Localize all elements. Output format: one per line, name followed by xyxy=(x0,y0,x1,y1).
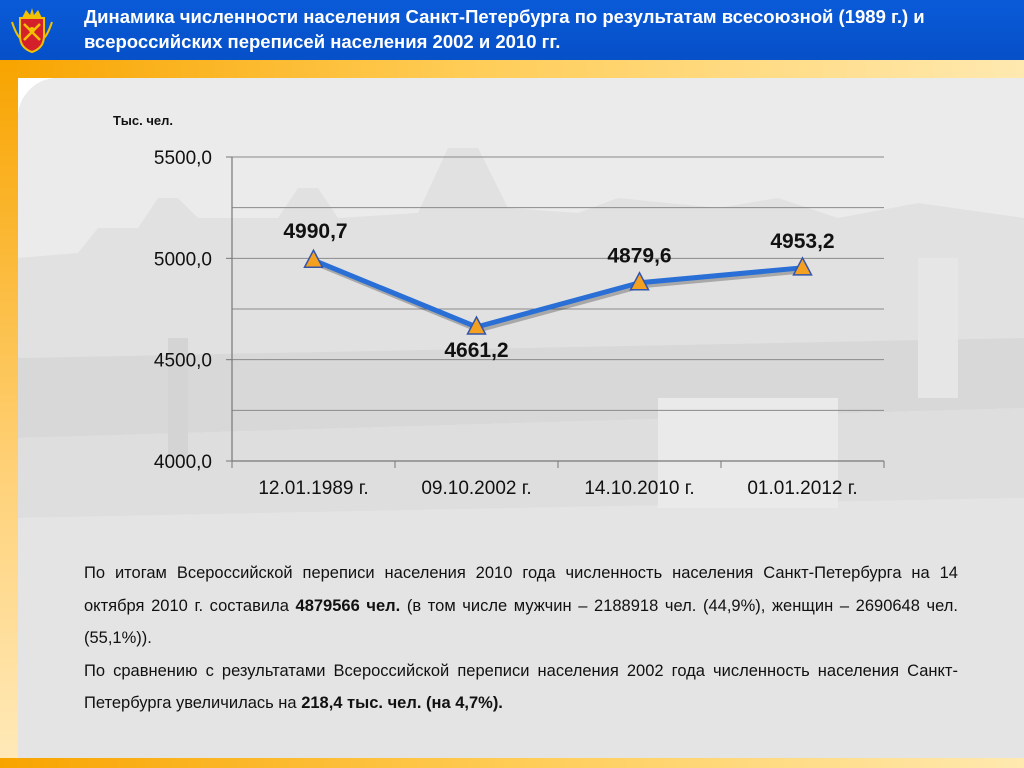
data-label: 4879,6 xyxy=(607,245,671,268)
data-label: 4953,2 xyxy=(770,230,834,253)
paragraph-2: По сравнению с результатами Всероссийско… xyxy=(84,655,958,720)
y-tick-label: 5000,0 xyxy=(154,249,212,270)
paragraph-1-highlight: 4879566 чел. xyxy=(296,597,401,615)
paragraph-2-highlight: 218,4 тыс. чел. (на 4,7%). xyxy=(301,694,503,712)
data-label: 4990,7 xyxy=(283,220,347,243)
paragraph-1: По итогам Всероссийской переписи населен… xyxy=(84,557,958,655)
y-tick-label: 4000,0 xyxy=(154,452,212,473)
x-tick-label: 01.01.2012 г. xyxy=(747,478,857,499)
x-tick-label: 12.01.1989 г. xyxy=(258,478,368,499)
y-tick-label: 5500,0 xyxy=(154,148,212,169)
paragraph-2-text-a: По сравнению с результатами Всероссийско… xyxy=(84,662,958,713)
y-tick-label: 4500,0 xyxy=(154,351,212,372)
description-text: По итогам Всероссийской переписи населен… xyxy=(84,557,958,720)
x-tick-label: 09.10.2002 г. xyxy=(421,478,531,499)
x-tick-label: 14.10.2010 г. xyxy=(584,478,694,499)
data-label: 4661,2 xyxy=(444,339,508,362)
